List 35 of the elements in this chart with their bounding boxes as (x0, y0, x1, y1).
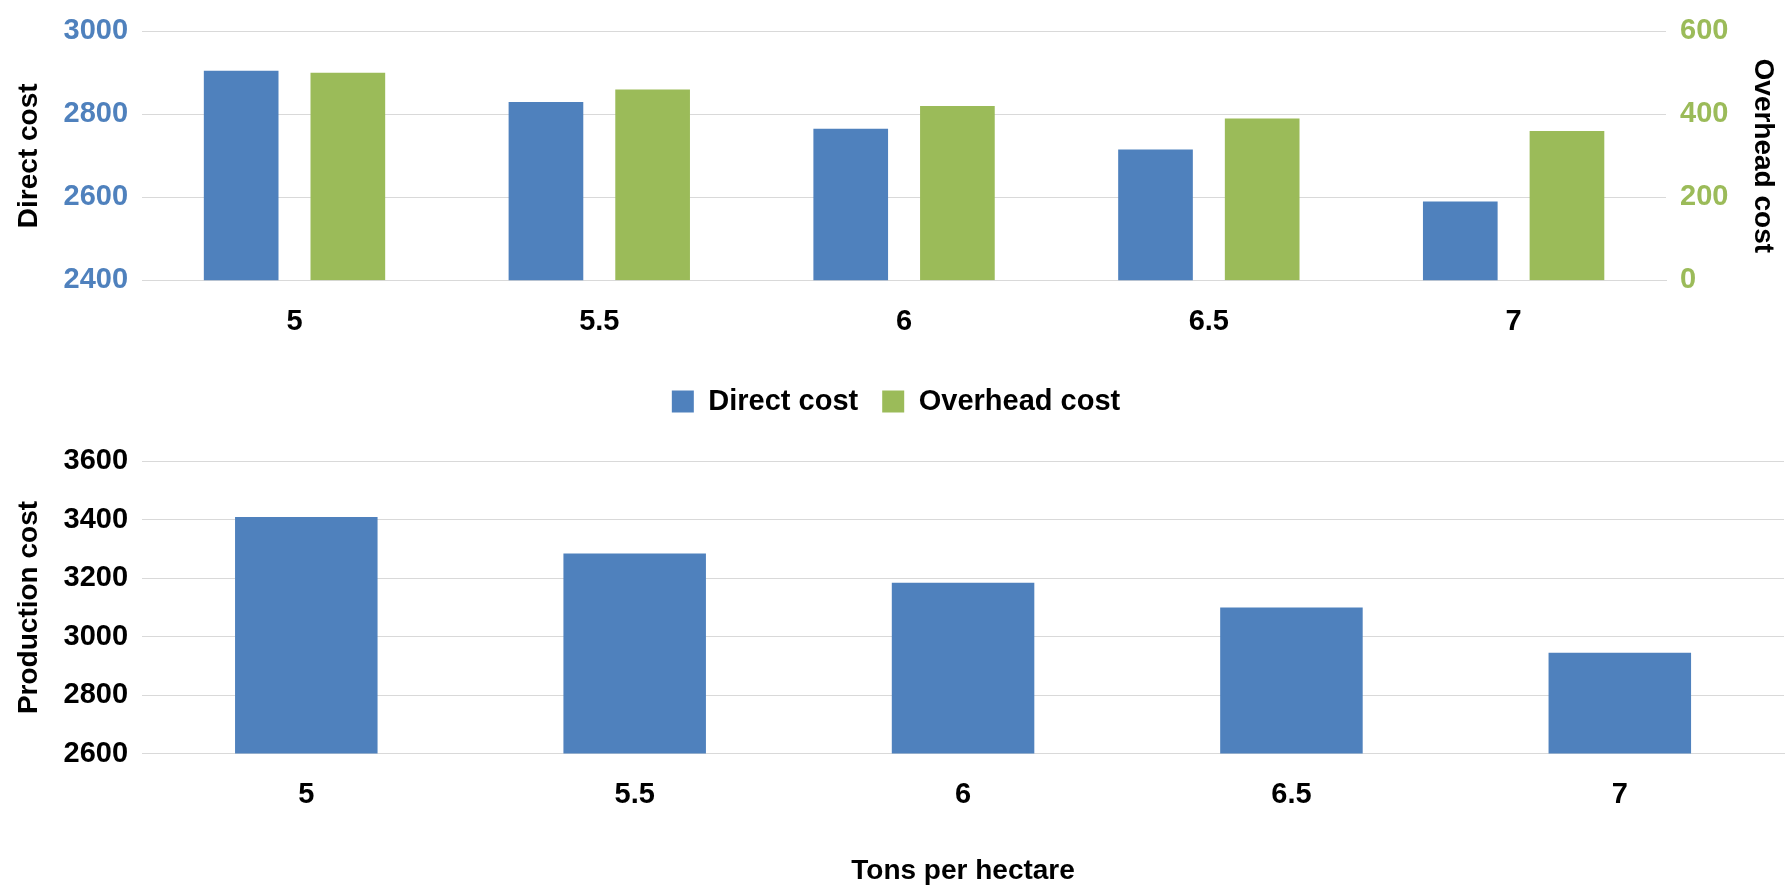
bar (1529, 130, 1605, 281)
y-tick-label: 2600 (63, 179, 129, 212)
y2-axis-title: Overhead cost (1749, 58, 1781, 254)
y-tick-label: 2800 (63, 96, 129, 129)
x-tick-label: 6.5 (1188, 303, 1230, 336)
y-tick-label: 3600 (63, 443, 129, 476)
bar (1224, 118, 1300, 281)
bar (310, 72, 386, 281)
y-tick-label: 3000 (63, 13, 129, 46)
y-tick-label: 3000 (63, 618, 129, 651)
x-tick-label: 7 (1505, 303, 1522, 336)
x-tick-label: 5.5 (579, 303, 620, 336)
y-tick-label: 2400 (63, 262, 129, 295)
x-tick-label: 6 (954, 777, 972, 809)
y-tick-label: 3400 (63, 501, 129, 534)
x-tick-label: 7 (1611, 777, 1628, 809)
y-axis-title: Production cost (11, 500, 43, 715)
x-axis-title: Tons per hectare (851, 853, 1075, 885)
x-tick-label: 5 (286, 303, 303, 336)
x-tick-label: 5.5 (614, 777, 655, 809)
x-tick-label: 6.5 (1271, 777, 1312, 809)
y-tick-label: 2600 (63, 735, 129, 768)
legend-label: Overhead cost (918, 383, 1121, 416)
y-axis-title: Direct cost (11, 83, 43, 229)
x-tick-label: 6 (895, 303, 913, 336)
y2-tick-label: 600 (1680, 13, 1729, 46)
bar (615, 89, 690, 281)
y2-tick-label: 0 (1680, 262, 1697, 295)
y-tick-label: 2800 (63, 677, 129, 710)
legend-label: Direct cost (708, 383, 859, 416)
bar (920, 106, 995, 281)
y2-tick-label: 400 (1680, 96, 1729, 129)
y2-tick-label: 200 (1680, 179, 1729, 212)
x-tick-label: 5 (298, 777, 315, 809)
y-tick-label: 3200 (63, 560, 129, 593)
